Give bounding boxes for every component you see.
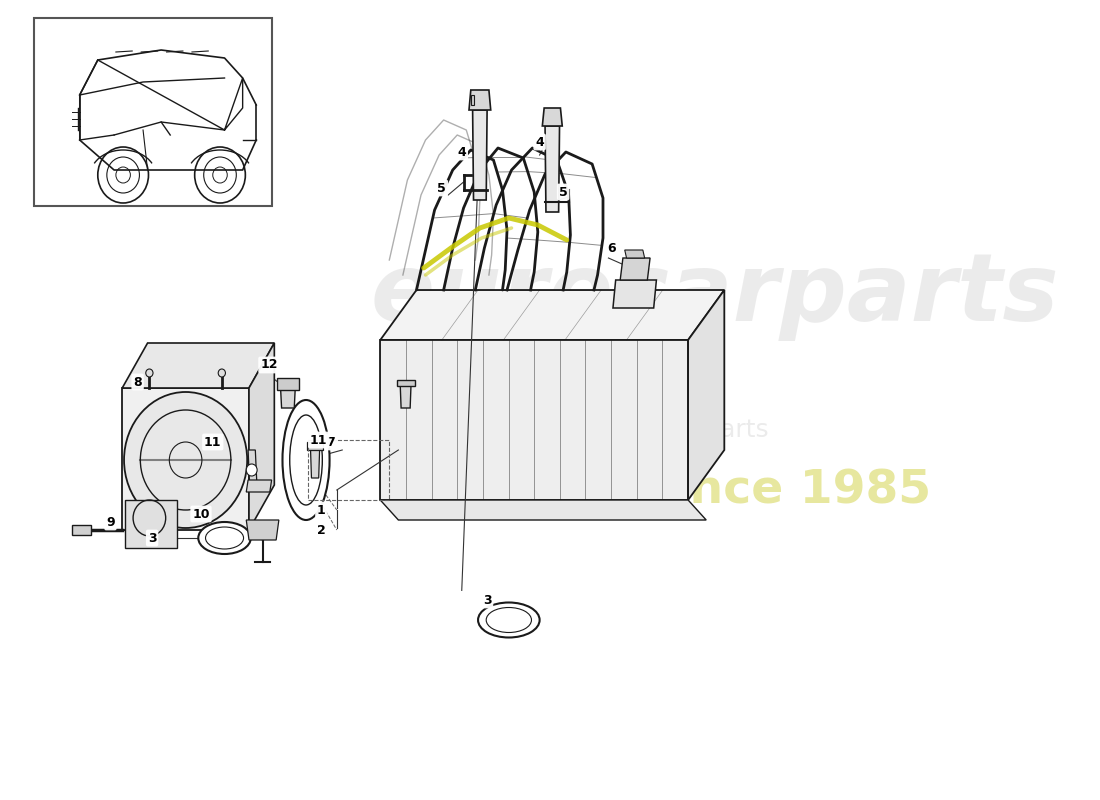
Ellipse shape <box>478 602 540 638</box>
Text: 8: 8 <box>133 375 142 389</box>
Polygon shape <box>122 343 274 388</box>
Bar <box>34 18 272 206</box>
Polygon shape <box>249 450 257 490</box>
Polygon shape <box>397 380 415 386</box>
Text: 4: 4 <box>458 146 466 158</box>
Polygon shape <box>246 480 272 492</box>
Circle shape <box>246 464 257 476</box>
Text: 12: 12 <box>261 358 277 371</box>
Polygon shape <box>381 500 706 520</box>
Polygon shape <box>381 340 689 500</box>
Polygon shape <box>471 95 474 105</box>
Polygon shape <box>310 450 320 478</box>
Text: 10: 10 <box>192 507 210 521</box>
Text: eurocarparts: eurocarparts <box>371 249 1059 341</box>
Polygon shape <box>620 258 650 280</box>
Text: 9: 9 <box>106 515 114 529</box>
Polygon shape <box>73 525 90 535</box>
Circle shape <box>218 369 226 377</box>
Text: 3: 3 <box>483 594 492 606</box>
Polygon shape <box>122 388 249 530</box>
Text: 5: 5 <box>559 186 568 198</box>
Polygon shape <box>307 442 323 450</box>
Polygon shape <box>400 384 411 408</box>
Polygon shape <box>473 110 487 200</box>
Circle shape <box>124 392 248 528</box>
Polygon shape <box>381 290 724 340</box>
Text: since 1985: since 1985 <box>645 467 931 513</box>
Circle shape <box>146 369 153 377</box>
Text: 7: 7 <box>326 435 334 449</box>
Ellipse shape <box>206 527 243 549</box>
Text: 2: 2 <box>317 523 326 537</box>
Ellipse shape <box>486 607 531 633</box>
Polygon shape <box>277 378 299 390</box>
Ellipse shape <box>198 522 251 554</box>
Ellipse shape <box>289 415 322 505</box>
Ellipse shape <box>283 400 330 520</box>
Polygon shape <box>542 108 562 126</box>
Text: a passion for parts: a passion for parts <box>535 418 769 442</box>
Polygon shape <box>280 390 295 408</box>
Polygon shape <box>613 280 657 308</box>
Polygon shape <box>249 343 274 530</box>
Polygon shape <box>689 290 724 500</box>
Bar <box>125 500 177 548</box>
Text: 1: 1 <box>317 503 326 517</box>
Polygon shape <box>544 126 560 212</box>
Text: 5: 5 <box>438 182 447 194</box>
Polygon shape <box>469 90 491 110</box>
Bar <box>308 440 389 500</box>
Text: 11: 11 <box>310 434 328 446</box>
Text: 3: 3 <box>147 531 156 545</box>
Polygon shape <box>246 520 279 540</box>
Text: 6: 6 <box>607 242 616 254</box>
Polygon shape <box>625 250 645 258</box>
Text: 4: 4 <box>536 135 544 149</box>
Text: 11: 11 <box>204 435 221 449</box>
